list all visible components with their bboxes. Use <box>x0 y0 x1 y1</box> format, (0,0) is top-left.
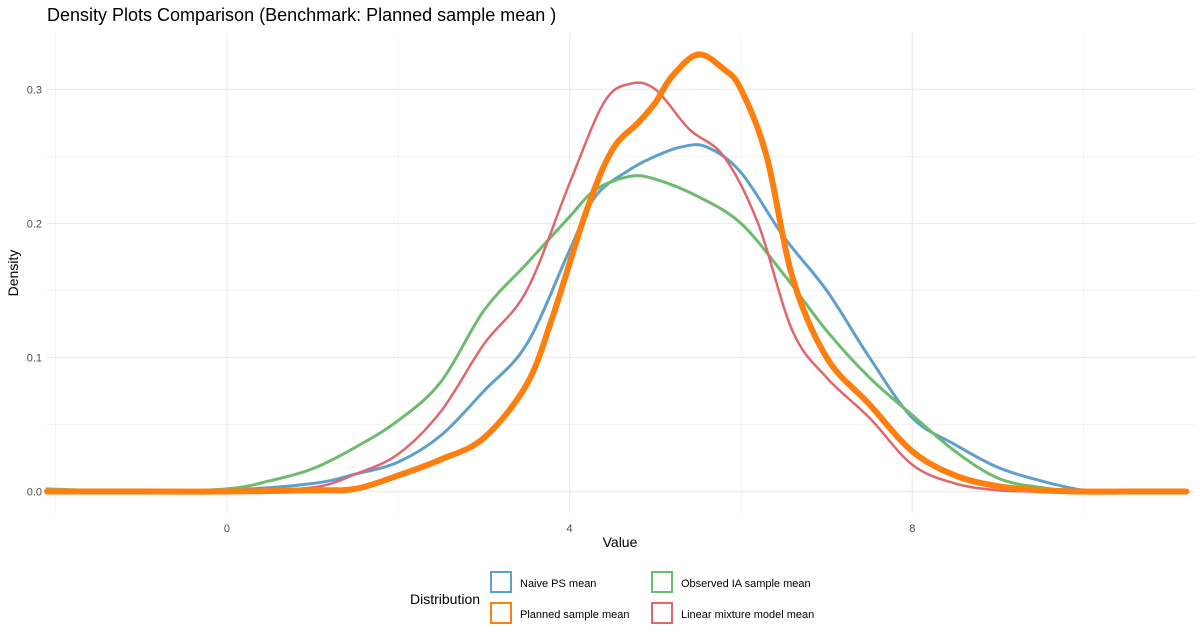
legend-label-planned-sample-mean: Planned sample mean <box>520 609 629 621</box>
x-axis-title: Value <box>603 534 638 550</box>
x-tick-label: 4 <box>567 523 573 535</box>
series-layer <box>44 51 1190 495</box>
series-line-linear-mixture-model-mean <box>45 81 1188 494</box>
series-line-observed-ia-sample-mean <box>45 174 1188 494</box>
y-tick-label: 0.0 <box>27 487 42 499</box>
y-tick-labels: 0.0 0.1 0.2 0.3 <box>27 84 42 498</box>
legend-key-linear-mixture-model-mean <box>651 602 673 624</box>
x-tick-label: 8 <box>909 523 915 535</box>
legend-label-naive-ps-mean: Naive PS mean <box>520 578 596 590</box>
y-tick-label: 0.2 <box>27 218 42 230</box>
grid-minor <box>47 33 1195 513</box>
legend-key-naive-ps-mean <box>490 571 512 593</box>
legend-label-observed-ia-sample-mean: Observed IA sample mean <box>681 578 811 590</box>
legend: Distribution Naive PS mean Observed IA sa… <box>410 571 814 624</box>
legend-key-planned-sample-mean <box>490 602 512 624</box>
legend-key-observed-ia-sample-mean <box>651 571 673 593</box>
legend-label-linear-mixture-model-mean: Linear mixture model mean <box>681 609 814 621</box>
grid-major <box>47 33 1195 513</box>
x-tick-labels: 0 4 8 <box>224 523 915 535</box>
series-line-naive-ps-mean <box>45 143 1188 494</box>
y-tick-label: 0.3 <box>27 84 42 96</box>
chart-title: Density Plots Comparison (Benchmark: Pla… <box>47 5 556 25</box>
legend-title: Distribution <box>410 591 480 607</box>
y-axis-title: Density <box>5 250 21 297</box>
series-line-planned-sample-mean <box>44 51 1190 495</box>
legend-items: Naive PS mean Observed IA sample mean Plan… <box>490 571 814 624</box>
x-tick-label: 0 <box>224 523 230 535</box>
y-tick-label: 0.1 <box>27 352 42 364</box>
